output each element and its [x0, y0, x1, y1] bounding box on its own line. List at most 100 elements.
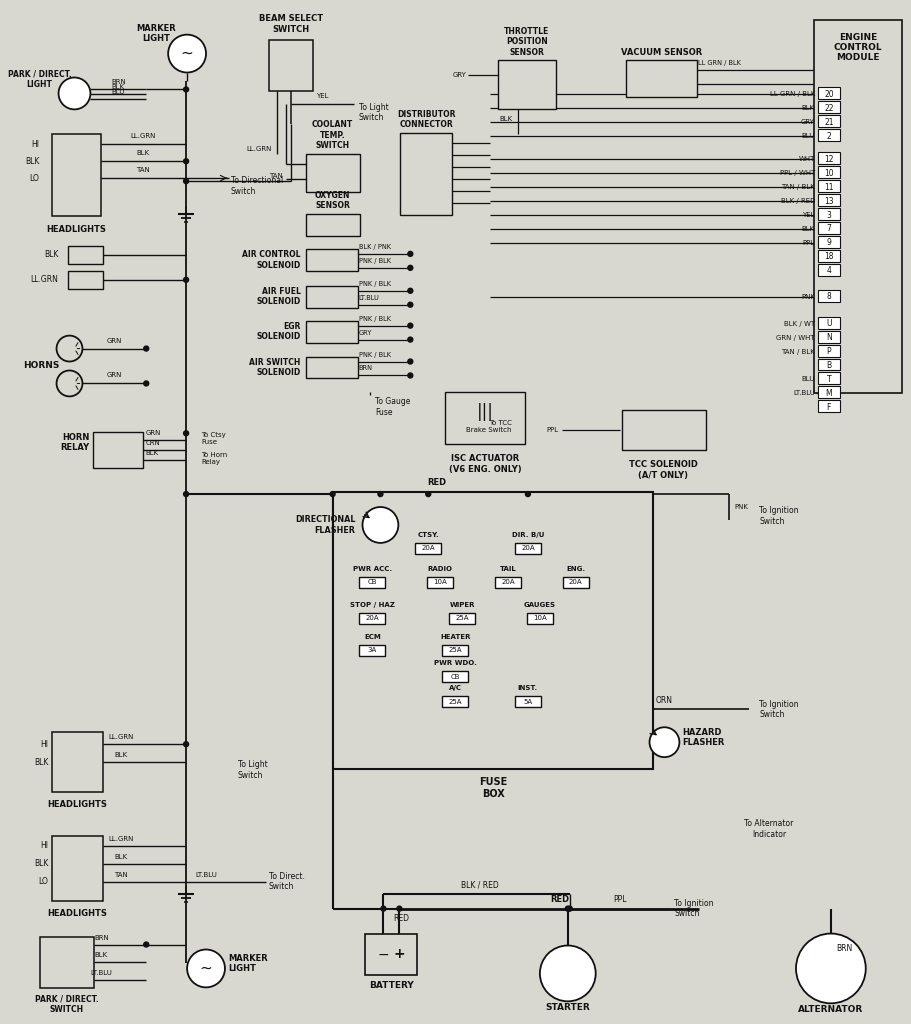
Bar [442, 696, 468, 708]
Circle shape [363, 507, 398, 543]
Text: BLK: BLK [500, 117, 513, 122]
Bar [527, 612, 553, 624]
Circle shape [184, 741, 189, 746]
Bar [306, 249, 357, 270]
Bar [52, 732, 103, 792]
Text: DIRECTIONAL
FLASHER: DIRECTIONAL FLASHER [295, 515, 355, 535]
Bar [818, 400, 840, 413]
Text: MARKER
LIGHT: MARKER LIGHT [137, 24, 176, 43]
Text: HORNS: HORNS [24, 361, 60, 370]
Text: GRY: GRY [801, 120, 815, 125]
Bar [306, 214, 361, 236]
Text: BATTERY: BATTERY [369, 981, 414, 990]
Bar [818, 166, 840, 178]
Text: ENG.: ENG. [567, 566, 586, 571]
Circle shape [58, 78, 90, 110]
Text: BLK: BLK [802, 105, 815, 112]
Text: FUSE
BOX: FUSE BOX [479, 777, 507, 799]
Text: BLK: BLK [44, 251, 58, 259]
Circle shape [56, 371, 83, 396]
Text: To Direct.
Switch: To Direct. Switch [269, 872, 304, 892]
Text: BLK / WT: BLK / WT [783, 321, 815, 327]
Text: PWR ACC.: PWR ACC. [353, 566, 392, 571]
Text: RED: RED [394, 914, 409, 923]
Text: PPL: PPL [547, 427, 558, 433]
Text: 21: 21 [824, 118, 834, 127]
Text: HEADLIGHTS: HEADLIGHTS [47, 800, 107, 809]
Circle shape [144, 346, 148, 351]
Bar [818, 290, 840, 302]
Circle shape [408, 324, 413, 328]
Text: PPL / WHT: PPL / WHT [780, 170, 815, 176]
Text: To Light
Switch: To Light Switch [238, 761, 268, 780]
Text: BRN: BRN [94, 935, 108, 940]
Text: PARK / DIRECT.
LIGHT: PARK / DIRECT. LIGHT [7, 70, 71, 89]
Circle shape [184, 159, 189, 164]
Text: HI: HI [32, 139, 39, 148]
Text: To Directional
Switch: To Directional Switch [231, 176, 283, 196]
Text: LT.BLU: LT.BLU [195, 871, 217, 878]
Text: F: F [826, 402, 831, 412]
Text: 3A: 3A [368, 647, 377, 653]
Bar [449, 612, 476, 624]
Text: 25A: 25A [456, 615, 469, 622]
Text: N: N [826, 333, 832, 342]
Text: GRY: GRY [452, 72, 466, 78]
Text: TAN: TAN [115, 871, 128, 878]
Text: LT.BLU: LT.BLU [793, 390, 815, 396]
Text: 12: 12 [824, 155, 834, 164]
Text: ECM: ECM [364, 634, 381, 640]
Text: BLK: BLK [802, 226, 815, 232]
Bar [818, 153, 840, 164]
Bar [445, 392, 525, 444]
Text: PWR WDO.: PWR WDO. [434, 660, 476, 667]
Text: LL.GRN: LL.GRN [108, 734, 134, 740]
Text: 20A: 20A [569, 580, 582, 586]
Text: GRY: GRY [359, 330, 372, 336]
Text: BLK: BLK [112, 84, 125, 90]
Bar [360, 612, 385, 624]
Text: ENGINE
CONTROL
MODULE: ENGINE CONTROL MODULE [834, 33, 882, 62]
Text: WHT: WHT [799, 157, 815, 162]
Bar [39, 937, 95, 988]
Bar [427, 577, 453, 588]
Circle shape [425, 492, 431, 497]
Circle shape [184, 492, 189, 497]
Circle shape [184, 431, 189, 436]
Text: 25A: 25A [448, 698, 462, 705]
Text: BLK: BLK [137, 151, 149, 157]
Text: HORN
RELAY: HORN RELAY [60, 432, 89, 452]
Text: P: P [826, 347, 831, 356]
Bar [52, 836, 103, 901]
Circle shape [184, 178, 189, 183]
Bar [818, 208, 840, 220]
Text: 13: 13 [824, 197, 834, 206]
Text: To Ignition
Switch: To Ignition Switch [674, 899, 714, 919]
Text: GRN: GRN [107, 373, 122, 379]
Text: To Alternator
Indicator: To Alternator Indicator [744, 819, 793, 839]
Text: TCC SOLENOID
(A/T ONLY): TCC SOLENOID (A/T ONLY) [629, 460, 698, 479]
Circle shape [330, 492, 335, 497]
Text: BRN: BRN [359, 366, 373, 372]
Bar [306, 155, 361, 193]
Text: CRN: CRN [145, 440, 160, 446]
Bar [818, 87, 840, 99]
Text: 7: 7 [826, 224, 832, 233]
Text: GRN / WHT: GRN / WHT [776, 335, 815, 341]
Bar [94, 432, 143, 468]
Bar [269, 40, 312, 91]
Text: WIPER: WIPER [449, 602, 475, 607]
Text: LL.GRN: LL.GRN [130, 133, 156, 139]
Text: LL.GRN: LL.GRN [108, 836, 134, 842]
Bar [52, 134, 101, 216]
Bar [621, 411, 706, 451]
Text: LL GRN / BLK: LL GRN / BLK [699, 59, 742, 66]
Text: LL.GRN: LL.GRN [246, 146, 271, 153]
Text: 20A: 20A [365, 615, 379, 622]
Text: LT.BLU: LT.BLU [359, 295, 379, 301]
Bar [306, 356, 357, 379]
Circle shape [408, 359, 413, 364]
Circle shape [408, 302, 413, 307]
Bar [818, 331, 840, 343]
Bar [415, 543, 441, 554]
